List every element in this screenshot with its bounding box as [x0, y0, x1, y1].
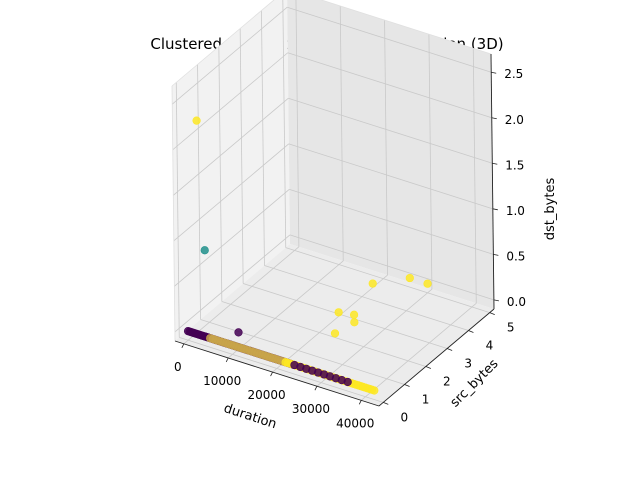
z-tick-mark — [492, 208, 498, 211]
data-point — [334, 308, 343, 317]
x-tick-label: 30000 — [292, 402, 330, 416]
z-tick-label: 2.0 — [505, 113, 524, 127]
y-tick-mark — [446, 348, 453, 351]
x-tick-mark — [314, 386, 318, 391]
x-axis-line — [174, 340, 380, 407]
data-point — [330, 329, 340, 338]
x-tick-mark — [270, 371, 273, 377]
x-tick-mark — [225, 357, 229, 363]
x-tick-mark — [358, 400, 362, 405]
y-tick-mark — [468, 330, 474, 333]
data-point — [350, 318, 359, 327]
data-point — [405, 273, 414, 283]
grid-line — [361, 303, 477, 401]
x-tick-label: 40000 — [336, 416, 374, 430]
pane-edge — [171, 85, 176, 342]
data-points — [183, 116, 432, 395]
y-axis-label: src_bytes — [448, 356, 502, 410]
x-tick-mark — [181, 343, 185, 349]
grid-line — [282, 0, 287, 248]
y-tick-mark — [404, 384, 410, 387]
grid-line — [173, 97, 289, 196]
grid-line — [171, 6, 288, 105]
data-point — [423, 279, 432, 288]
x-tick-label: 0 — [174, 360, 182, 374]
pane-left — [172, 0, 290, 341]
z-tick-label: 1.5 — [505, 158, 524, 172]
data-point — [192, 116, 201, 125]
y-tick-label: 2 — [443, 374, 451, 388]
grid-line — [295, 0, 300, 247]
data-point — [368, 279, 377, 288]
x-tick-label: 20000 — [247, 388, 285, 402]
grid-line — [179, 337, 384, 403]
z-tick-label: 1.0 — [506, 204, 525, 218]
z-tick-mark — [492, 162, 498, 165]
grid-line — [227, 260, 344, 359]
grid-line — [287, 6, 492, 73]
grid-line — [428, 34, 433, 290]
grid-line — [197, 64, 201, 320]
z-axis-label: dst_bytes — [543, 178, 558, 241]
z-tick-mark — [493, 253, 499, 256]
y-tick-label: 4 — [486, 339, 494, 353]
z-tick-mark — [493, 299, 499, 302]
pane-back — [287, 0, 494, 309]
z-tick-mark — [491, 71, 497, 74]
grid-line — [287, 52, 492, 119]
y-tick-label: 3 — [464, 357, 472, 371]
grid-line — [172, 52, 289, 151]
data-point — [343, 377, 352, 387]
y-tick-mark — [489, 312, 495, 315]
grid-line — [239, 28, 244, 284]
grid-line — [289, 234, 495, 301]
x-axis-label: duration — [222, 401, 279, 432]
x-tick-label: 10000 — [203, 374, 241, 388]
z-tick-label: 0.0 — [507, 295, 526, 309]
y-tick-label: 1 — [422, 392, 430, 406]
z-tick-label: 0.5 — [506, 249, 525, 263]
grid-line — [174, 189, 290, 287]
data-point — [234, 328, 243, 337]
grid-line — [472, 48, 477, 304]
grid-line — [384, 20, 388, 276]
data-point — [370, 386, 379, 395]
grid-line — [285, 247, 490, 313]
z-tick-mark — [491, 117, 497, 120]
grid-line — [243, 283, 448, 349]
y-tick-label: 5 — [507, 321, 515, 335]
grid-line — [272, 274, 388, 373]
grid-line — [289, 188, 494, 255]
y-tick-label: 0 — [400, 410, 408, 424]
grid-line — [175, 82, 180, 338]
y-tick-mark — [383, 402, 389, 405]
pane-edge — [171, 0, 275, 87]
z-tick-label: 2.5 — [504, 67, 523, 81]
grid-line — [221, 301, 426, 367]
y-axis-line — [378, 308, 495, 407]
data-point — [349, 310, 359, 319]
data-point — [200, 246, 209, 255]
grid-line — [316, 288, 433, 387]
z-axis-line — [490, 53, 495, 310]
grid-line — [183, 246, 300, 345]
grid-line — [288, 97, 493, 164]
grid-line — [174, 234, 291, 333]
axis-lines — [171, 0, 495, 407]
grid-line — [218, 46, 223, 302]
grid-line — [200, 319, 405, 385]
grid-line — [339, 5, 344, 261]
grid-line — [288, 143, 493, 210]
grid-line — [264, 265, 469, 331]
y-tick-mark — [425, 366, 432, 369]
grid-line — [173, 143, 290, 242]
grid-line — [261, 10, 265, 266]
pane-edge — [320, 0, 492, 55]
grid-lines — [171, 0, 495, 403]
